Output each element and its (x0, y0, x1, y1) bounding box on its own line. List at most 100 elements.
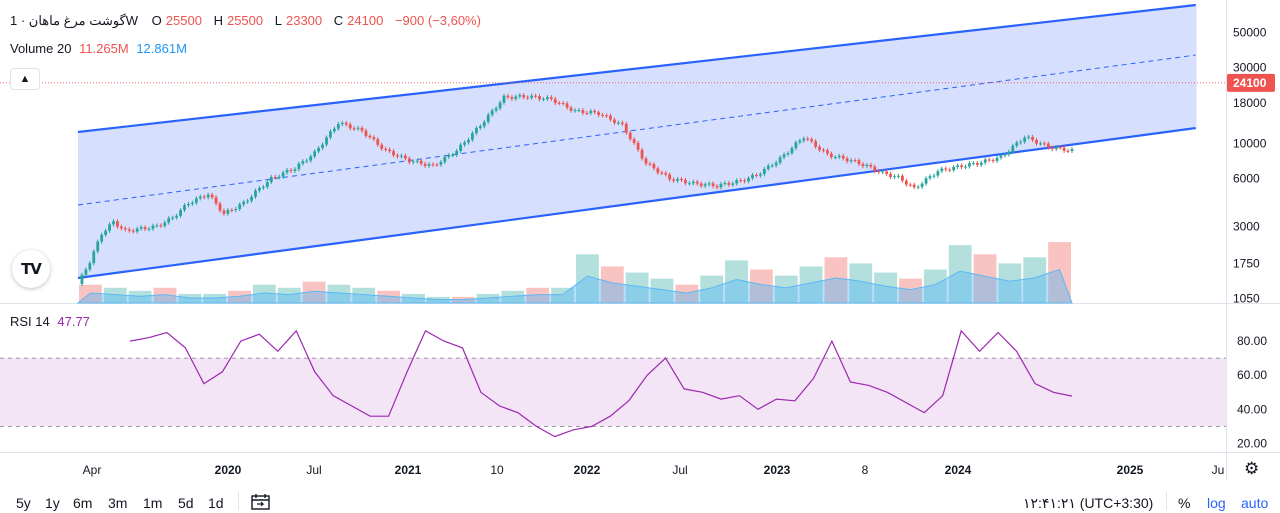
candle-body (317, 148, 321, 152)
candle-body (545, 97, 549, 100)
candle-body (384, 148, 388, 150)
volume-bar (899, 278, 922, 303)
candle-body (703, 184, 707, 186)
volume-bar (874, 272, 898, 303)
rsi-label[interactable]: RSI 14 (10, 314, 50, 329)
date-range-icon[interactable] (250, 493, 272, 511)
candle-body (964, 166, 967, 168)
time-tick-label: 2022 (574, 463, 601, 477)
volume-bar (1048, 242, 1071, 303)
chart-canvas[interactable]: 1050 1750 3000 6000 10000 18000 30000 50000 20.0… (0, 0, 1280, 490)
candle-body (581, 110, 585, 114)
candle-body (198, 196, 202, 199)
candle-body (758, 174, 762, 176)
candle-body (530, 95, 534, 98)
candle-body (940, 168, 944, 172)
candle-body (451, 154, 455, 156)
volume-bar (923, 269, 947, 303)
percent-scale-button[interactable]: % (1178, 495, 1191, 511)
candle-body (518, 95, 522, 97)
candle-body (652, 164, 656, 169)
candle-body (108, 224, 111, 231)
candle-body (893, 176, 896, 178)
symbol-title[interactable]: گوشت مرغ ماهان · 1W (10, 13, 139, 28)
candle-body (143, 227, 147, 230)
candle-body (206, 194, 210, 198)
price-tick-label: 3000 (1233, 219, 1260, 233)
high-label: H (213, 13, 223, 28)
candle-body (557, 102, 561, 104)
volume-bar (228, 290, 251, 303)
candle-body (605, 115, 608, 117)
candle-body (904, 180, 908, 185)
range-3m-button[interactable]: 3m (108, 495, 128, 511)
volume-legend: Volume 20 11.265M 12.861M (10, 41, 191, 56)
tradingview-logo-icon[interactable]: TV (12, 250, 50, 288)
candle-body (897, 175, 900, 177)
range-1m-button[interactable]: 1m (143, 495, 163, 511)
candle-body (471, 133, 474, 140)
candle-body (593, 110, 597, 113)
candle-body (344, 122, 348, 125)
volume-bar (725, 260, 748, 303)
channel-fill (78, 5, 1196, 278)
candle-body (1007, 151, 1011, 155)
volume-bar (103, 287, 127, 303)
time-tick-label: 2021 (395, 463, 422, 477)
candle-body (833, 157, 837, 159)
time-tick-label: Apr (83, 463, 102, 477)
candle-body (348, 124, 352, 129)
candle-body (1035, 139, 1038, 144)
candle-body (790, 148, 794, 154)
range-5y-button[interactable]: 5y (16, 495, 31, 511)
auto-scale-button[interactable]: auto (1241, 495, 1269, 511)
candle-body (1062, 147, 1066, 151)
candle-body (352, 128, 356, 130)
candle-body (139, 227, 143, 229)
candle-body (250, 196, 253, 201)
last-price-badge-label: 24100 (1233, 76, 1267, 90)
candle-body (482, 121, 486, 127)
candle-body (936, 171, 940, 176)
candle-body (380, 144, 384, 149)
candle-body (684, 179, 687, 184)
range-5d-button[interactable]: 5d (178, 495, 194, 511)
candle-body (478, 126, 482, 129)
candle-body (1015, 142, 1019, 146)
candle-body (183, 205, 186, 211)
chart-area[interactable]: 1050 1750 3000 6000 10000 18000 30000 50000 20.0… (0, 0, 1280, 490)
candle-body (829, 153, 833, 158)
candle-body (147, 228, 151, 230)
candle-body (356, 127, 360, 129)
log-scale-button[interactable]: log (1207, 495, 1226, 511)
candle-body (743, 180, 747, 182)
candle-body (632, 139, 636, 143)
volume-bar (377, 290, 401, 303)
candle-body (419, 160, 423, 164)
candle-body (916, 186, 920, 188)
candle-body (171, 217, 175, 219)
candle-body (92, 251, 96, 264)
candle-body (514, 96, 518, 99)
price-tick-label: 1050 (1233, 292, 1260, 306)
range-6m-button[interactable]: 6m (73, 495, 93, 511)
volume-bar (79, 284, 102, 303)
gear-icon[interactable]: ⚙ (1244, 459, 1260, 478)
candle-body (597, 112, 601, 115)
time-zone-label[interactable]: ۱۲:۴۱:۲۱ (UTC+3:30) (1023, 495, 1154, 511)
range-1d-button[interactable]: 1d (208, 495, 224, 511)
volume-bar (849, 263, 873, 303)
volume-label[interactable]: Volume 20 (10, 41, 72, 56)
candle-body (293, 169, 297, 171)
range-1y-button[interactable]: 1y (45, 495, 60, 511)
collapse-legend-button[interactable]: ▲ (10, 68, 40, 90)
candle-body (230, 209, 234, 211)
candle-body (123, 228, 127, 230)
candle-body (857, 160, 861, 165)
candle-body (265, 182, 269, 187)
candle-body (486, 114, 490, 122)
candle-body (435, 164, 439, 166)
candle-body (415, 160, 419, 162)
bottom-toolbar: 5y 1y 6m 3m 1m 5d 1d ۱۲:۴۱:۲۱ (UTC+3:30)… (0, 490, 1280, 513)
candle-body (116, 221, 119, 227)
